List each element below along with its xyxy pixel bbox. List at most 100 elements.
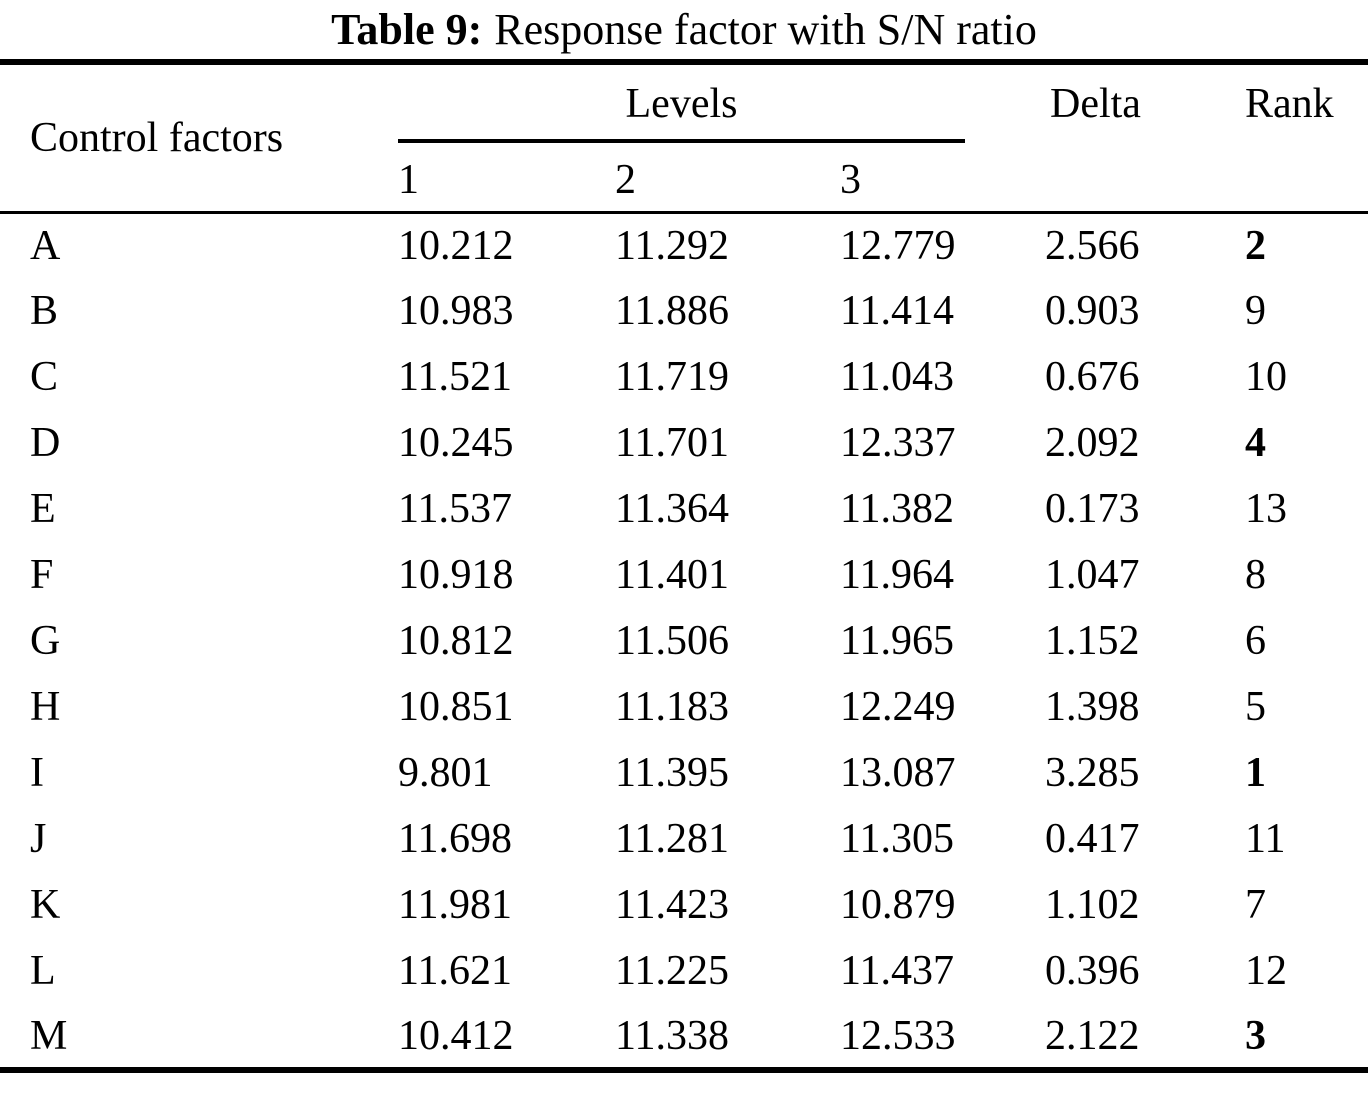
rank-cell: 12 (1245, 948, 1287, 994)
level3-cell: 11.964 (840, 552, 954, 598)
rank-cell: 7 (1245, 882, 1266, 928)
table-row-G: G 10.812 11.506 11.965 1.152 6 (0, 608, 1368, 674)
table-row-M: M 10.412 11.338 12.533 2.122 3 (0, 1004, 1368, 1070)
level2-cell: 11.506 (615, 618, 729, 664)
level1-cell: 10.245 (398, 420, 514, 466)
rank-cell: 2 (1245, 222, 1266, 269)
header-row-2: 1 2 3 (0, 154, 1368, 214)
factor-cell: D (30, 420, 61, 466)
level1-cell: 11.621 (398, 948, 512, 994)
level2-cell: 11.401 (615, 552, 729, 598)
column-header-levels-group: Levels (398, 62, 1045, 154)
table-row-D: D 10.245 11.701 12.337 2.092 4 (0, 410, 1368, 476)
factor-cell: F (30, 552, 54, 598)
factor-cell: A (30, 222, 61, 269)
delta-cell: 2.122 (1045, 1012, 1140, 1059)
level3-cell: 11.382 (840, 486, 954, 532)
level1-cell: 10.983 (398, 288, 514, 334)
levels-spanner-rule: Levels (398, 79, 965, 143)
table-row-L: L 11.621 11.225 11.437 0.396 12 (0, 938, 1368, 1004)
rank-cell: 1 (1245, 750, 1266, 796)
level3-cell: 12.337 (840, 420, 956, 466)
delta-cell: 2.092 (1045, 420, 1140, 466)
rank-cell: 8 (1245, 552, 1266, 598)
table-caption-text: Response factor with S/N ratio (494, 5, 1037, 54)
level3-cell: 12.779 (840, 222, 956, 269)
column-header-control-factors: Control factors (0, 62, 398, 214)
header-row-1: Control factors Levels Delta Rank (0, 62, 1368, 214)
response-factor-table: Control factors Levels Delta Rank 1 2 3 … (0, 59, 1368, 1073)
level2-cell: 11.338 (615, 1012, 729, 1059)
delta-cell: 0.173 (1045, 486, 1140, 532)
level2-cell: 11.364 (615, 486, 729, 532)
table-row-E: E 11.537 11.364 11.382 0.173 13 (0, 476, 1368, 542)
rank-cell: 6 (1245, 618, 1266, 664)
factor-cell: I (30, 750, 44, 796)
column-header-rank: Rank (1245, 62, 1368, 214)
level3-cell: 11.437 (840, 948, 954, 994)
level2-cell: 11.225 (615, 948, 729, 994)
level1-cell: 11.537 (398, 486, 512, 532)
table-row-K: K 11.981 11.423 10.879 1.102 7 (0, 872, 1368, 938)
factor-cell: J (30, 816, 47, 862)
level2-cell: 11.719 (615, 354, 729, 400)
level3-cell: 10.879 (840, 882, 956, 928)
level2-cell: 11.701 (615, 420, 729, 466)
level1-cell: 11.981 (398, 882, 512, 928)
column-header-level-2: 2 (615, 154, 840, 214)
factor-cell: H (30, 684, 61, 730)
delta-cell: 3.285 (1045, 750, 1140, 796)
level3-cell: 11.305 (840, 816, 954, 862)
column-header-delta: Delta (1045, 62, 1245, 214)
level3-cell: 13.087 (840, 750, 956, 796)
factor-cell: M (30, 1012, 68, 1059)
factor-cell: L (30, 948, 56, 994)
level2-cell: 11.886 (615, 288, 729, 334)
delta-cell: 2.566 (1045, 222, 1140, 269)
level1-cell: 10.918 (398, 552, 514, 598)
level3-cell: 12.533 (840, 1012, 956, 1059)
level1-cell: 11.521 (398, 354, 512, 400)
delta-cell: 0.676 (1045, 354, 1140, 400)
rank-cell: 11 (1245, 816, 1286, 862)
delta-cell: 1.152 (1045, 618, 1140, 664)
delta-cell: 1.398 (1045, 684, 1140, 730)
delta-cell: 0.417 (1045, 816, 1140, 862)
table-row-B: B 10.983 11.886 11.414 0.903 9 (0, 278, 1368, 344)
level1-cell: 10.412 (398, 1012, 514, 1059)
level3-cell: 11.965 (840, 618, 954, 664)
table-row-H: H 10.851 11.183 12.249 1.398 5 (0, 674, 1368, 740)
rank-cell: 4 (1245, 420, 1266, 466)
rank-cell: 3 (1245, 1012, 1266, 1059)
table-caption: Table 9: Response factor with S/N ratio (0, 0, 1368, 59)
table-row-C: C 11.521 11.719 11.043 0.676 10 (0, 344, 1368, 410)
level1-cell: 11.698 (398, 816, 512, 862)
table-row-J: J 11.698 11.281 11.305 0.417 11 (0, 806, 1368, 872)
factor-cell: E (30, 486, 56, 532)
level1-cell: 10.212 (398, 222, 514, 269)
rank-cell: 13 (1245, 486, 1287, 532)
rank-cell: 10 (1245, 354, 1287, 400)
level3-cell: 11.043 (840, 354, 954, 400)
delta-cell: 0.396 (1045, 948, 1140, 994)
column-header-level-1: 1 (398, 154, 615, 214)
table-row-F: F 10.918 11.401 11.964 1.047 8 (0, 542, 1368, 608)
column-header-level-3: 3 (840, 154, 1045, 214)
table-row-I: I 9.801 11.395 13.087 3.285 1 (0, 740, 1368, 806)
level2-cell: 11.183 (615, 684, 729, 730)
level2-cell: 11.281 (615, 816, 729, 862)
level1-cell: 10.851 (398, 684, 514, 730)
level3-cell: 12.249 (840, 684, 956, 730)
delta-cell: 0.903 (1045, 288, 1140, 334)
level1-cell: 10.812 (398, 618, 514, 664)
column-header-levels: Levels (625, 81, 738, 127)
delta-cell: 1.102 (1045, 882, 1140, 928)
level3-cell: 11.414 (840, 288, 954, 334)
rank-cell: 9 (1245, 288, 1266, 334)
level2-cell: 11.395 (615, 750, 729, 796)
factor-cell: B (30, 288, 59, 334)
level1-cell: 9.801 (398, 750, 493, 796)
delta-cell: 1.047 (1045, 552, 1140, 598)
level2-cell: 11.292 (615, 222, 729, 269)
